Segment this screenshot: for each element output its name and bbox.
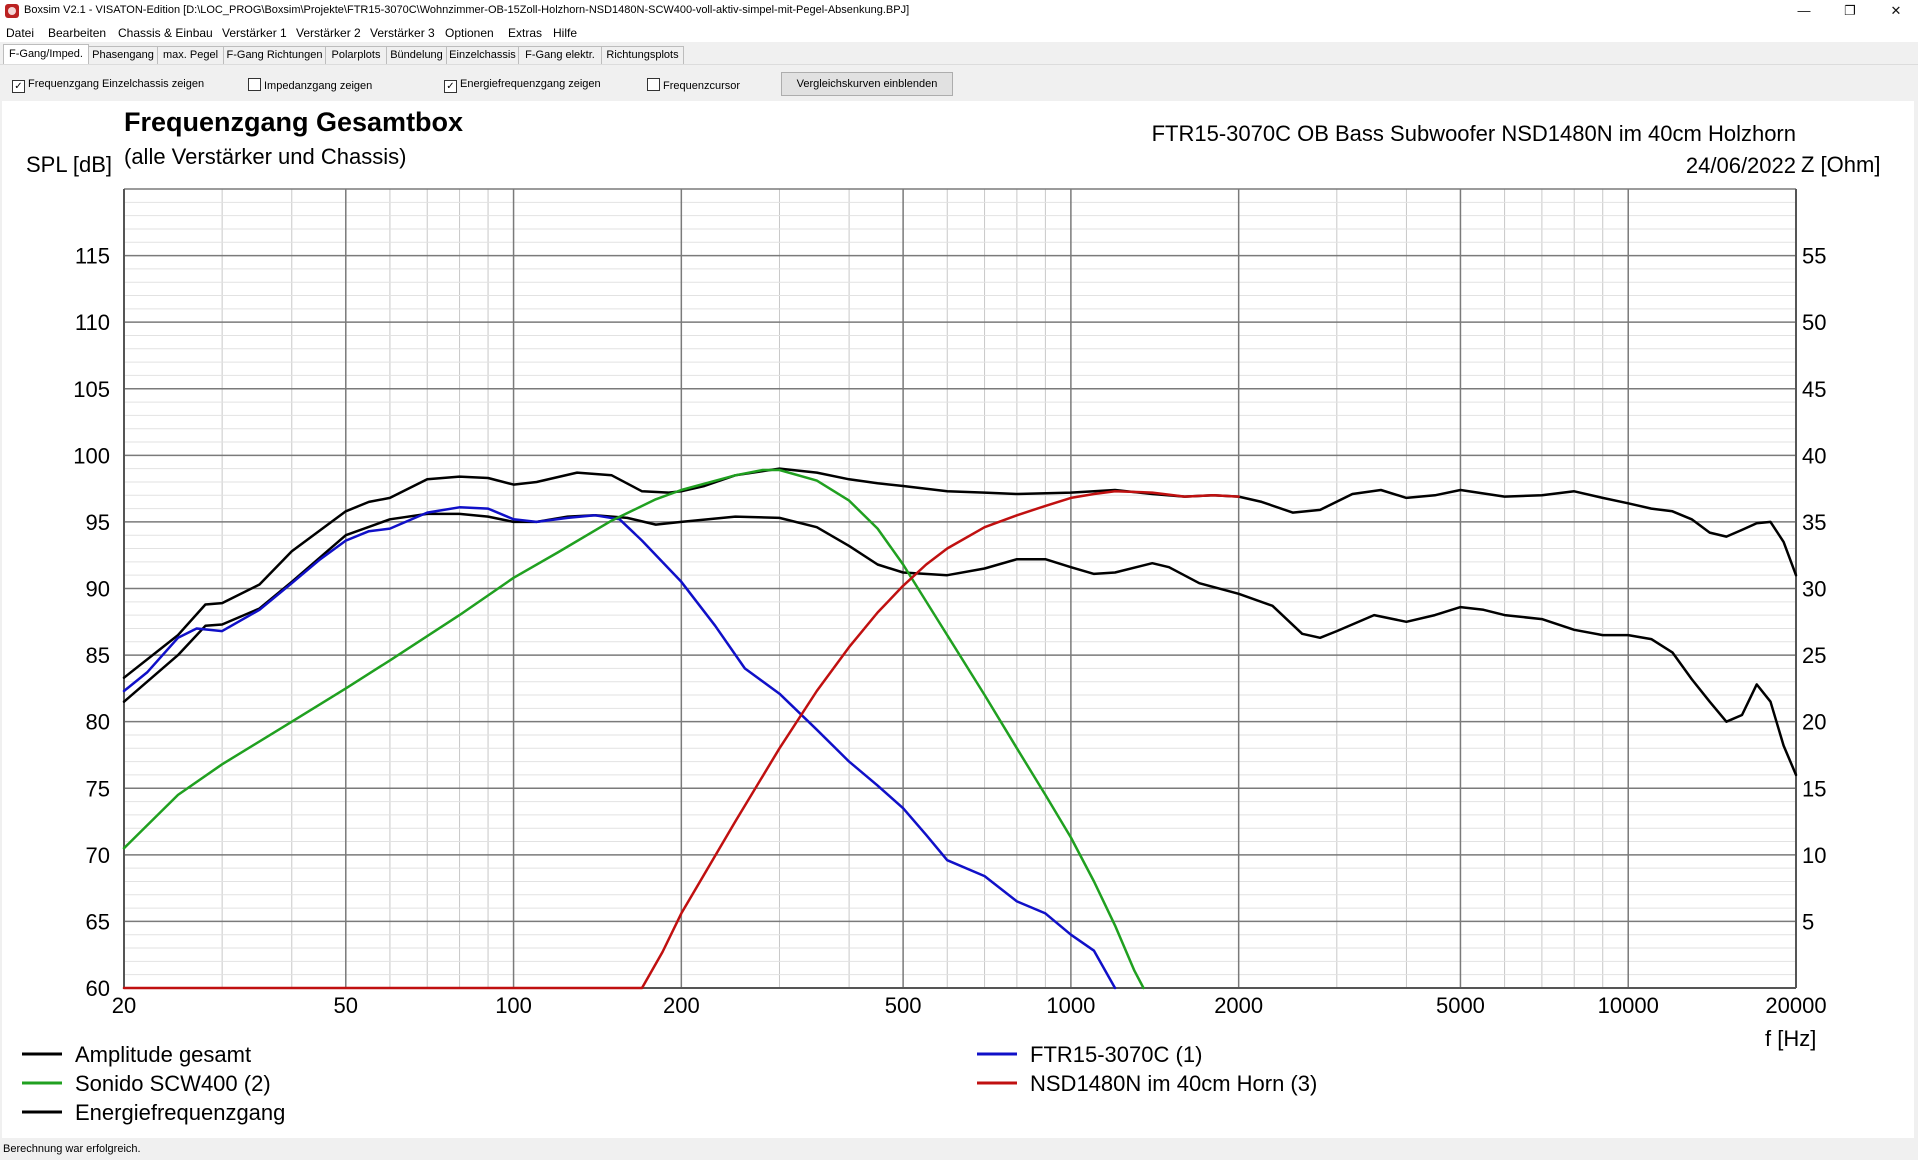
compare-curves-button[interactable]: Vergleichskurven einblenden — [781, 72, 953, 96]
checkbox-frequenzcursor-label: Frequenzcursor — [663, 80, 741, 92]
chart-grid — [123, 188, 1797, 989]
x-tick-label: 200 — [663, 993, 700, 1018]
y2-tick-label: 5 — [1802, 909, 1814, 934]
chart-ticks: 20 50 100 200 500 1000 2000 5000 10000 20000 60 65 7… — [73, 244, 1826, 1018]
tab-bar: F-Gang/Imped. Phasengang max. Pegel F-Ga… — [0, 42, 1918, 65]
legend-label: Sonido SCW400 (2) — [75, 1071, 271, 1096]
y-tick-label: 85 — [86, 643, 110, 668]
status-text: Berechnung war erfolgreich. — [3, 1143, 141, 1155]
x-tick-label: 5000 — [1436, 993, 1485, 1018]
tab-buendelung[interactable]: Bündelung — [386, 46, 447, 64]
legend-label: FTR15-3070C (1) — [1030, 1042, 1202, 1067]
tab-einzelchassis[interactable]: Einzelchassis — [446, 46, 519, 64]
tab-fgang-elektr[interactable]: F-Gang elektr. — [518, 46, 602, 64]
tab-richtungsplots[interactable]: Richtungsplots — [601, 46, 684, 64]
y2-tick-label: 50 — [1802, 310, 1826, 335]
y-tick-label: 90 — [86, 577, 110, 602]
restore-button[interactable]: ❐ — [1844, 3, 1856, 18]
checkbox-frequenzcursor-box[interactable] — [647, 78, 660, 91]
y-tick-label: 70 — [86, 843, 110, 868]
chart-series — [122, 467, 1798, 990]
y-tick-label: 105 — [73, 377, 110, 402]
y-axis-label: SPL [dB] — [26, 152, 112, 177]
y-tick-label: 60 — [86, 976, 110, 1001]
tab-fgang-imped[interactable]: F-Gang/Imped. — [3, 44, 89, 65]
y2-tick-label: 25 — [1802, 643, 1826, 668]
series-line — [122, 467, 1798, 679]
menu-bearbeiten[interactable]: Bearbeiten — [48, 26, 107, 40]
tab-fgang-richtungen[interactable]: F-Gang Richtungen — [223, 46, 326, 64]
legend-label: Amplitude gesamt — [75, 1042, 251, 1067]
checkbox-einzelchassis-box[interactable]: ✓ — [12, 80, 25, 93]
tab-phasengang[interactable]: Phasengang — [88, 46, 158, 64]
y2-tick-label: 35 — [1802, 510, 1826, 535]
y2-tick-label: 45 — [1802, 377, 1826, 402]
x-tick-label: 1000 — [1046, 993, 1095, 1018]
menu-optionen[interactable]: Optionen — [445, 26, 494, 40]
y-tick-label: 100 — [73, 443, 110, 468]
x-axis-label: f [Hz] — [1765, 1026, 1816, 1051]
frequency-response-chart: 20 50 100 200 500 1000 2000 5000 10000 20000 60 65 7… — [22, 107, 1880, 1125]
y2-tick-label: 30 — [1802, 577, 1826, 602]
series-line — [122, 490, 1240, 990]
series-line — [122, 468, 1145, 990]
close-button[interactable]: ✕ — [1890, 3, 1902, 18]
y2-tick-label: 55 — [1802, 244, 1826, 269]
checkbox-einzelchassis-label: Frequenzgang Einzelchassis zeigen — [28, 78, 205, 90]
y-tick-label: 95 — [86, 510, 110, 535]
y-tick-label: 65 — [86, 909, 110, 934]
checkbox-impedanzgang[interactable]: Impedanzgang zeigen — [248, 78, 372, 92]
app-icon — [5, 4, 19, 18]
checkbox-einzelchassis[interactable]: ✓ Frequenzgang Einzelchassis zeigen — [12, 78, 204, 93]
minimize-button[interactable]: — — [1797, 3, 1811, 18]
y-tick-label: 110 — [75, 310, 110, 335]
x-tick-label: 500 — [885, 993, 922, 1018]
checkbox-impedanzgang-label: Impedanzgang zeigen — [264, 80, 373, 92]
title-bar: Boxsim V2.1 - VISATON-Edition [D:\LOC_PR… — [0, 0, 1918, 22]
x-tick-label: 100 — [495, 993, 532, 1018]
y-tick-label: 115 — [75, 244, 110, 269]
x-tick-label: 20 — [112, 993, 136, 1018]
legend-label: Energiefrequenzgang — [75, 1100, 285, 1125]
x-tick-label: 2000 — [1214, 993, 1263, 1018]
series-line — [122, 512, 1798, 777]
checkbox-impedanzgang-box[interactable] — [248, 78, 261, 91]
y-tick-label: 75 — [86, 776, 110, 801]
y2-tick-label: 15 — [1802, 776, 1826, 801]
menu-verstaerker-3[interactable]: Verstärker 3 — [370, 26, 435, 40]
tab-max-pegel[interactable]: max. Pegel — [157, 46, 224, 64]
legend-label: NSD1480N im 40cm Horn (3) — [1030, 1071, 1317, 1096]
menu-hilfe[interactable]: Hilfe — [553, 26, 578, 40]
chart-legend: Amplitude gesamt FTR15-3070C (1) Sonido SC… — [22, 1042, 1317, 1125]
menu-chassis-einbau[interactable]: Chassis & Einbau — [118, 26, 213, 40]
window-title: Boxsim V2.1 - VISATON-Edition [D:\LOC_PR… — [24, 4, 910, 16]
checkbox-energiefrequenzgang-box[interactable]: ✓ — [444, 80, 457, 93]
y2-axis-label: Z [Ohm] — [1801, 152, 1880, 177]
menu-extras[interactable]: Extras — [508, 26, 543, 40]
chart-title: Frequenzgang Gesamtbox — [124, 107, 463, 137]
y2-tick-label: 10 — [1802, 843, 1826, 868]
menu-datei[interactable]: Datei — [6, 26, 35, 40]
x-tick-label: 20000 — [1765, 993, 1826, 1018]
y2-tick-label: 40 — [1802, 443, 1826, 468]
menu-verstaerker-1[interactable]: Verstärker 1 — [222, 26, 287, 40]
chart-area: 20 50 100 200 500 1000 2000 5000 10000 20000 60 65 7… — [2, 101, 1914, 1138]
y2-tick-label: 20 — [1802, 710, 1826, 735]
tab-polarplots[interactable]: Polarplots — [325, 46, 387, 64]
menu-bar: Datei Bearbeiten Chassis & Einbau Verstä… — [0, 22, 1918, 42]
project-date: 24/06/2022 — [1686, 153, 1796, 178]
x-tick-label: 10000 — [1598, 993, 1659, 1018]
checkbox-energiefrequenzgang-label: Energiefrequenzgang zeigen — [460, 78, 601, 90]
project-name: FTR15-3070C OB Bass Subwoofer NSD1480N i… — [1152, 121, 1796, 146]
series-line — [122, 506, 1117, 990]
chart-subtitle: (alle Verstärker und Chassis) — [124, 144, 406, 169]
checkbox-energiefrequenzgang[interactable]: ✓ Energiefrequenzgang zeigen — [444, 78, 601, 93]
checkbox-frequenzcursor[interactable]: Frequenzcursor — [647, 78, 740, 92]
y-tick-label: 80 — [86, 710, 110, 735]
status-bar: Berechnung war erfolgreich. — [0, 1138, 1918, 1160]
options-toolbar: ✓ Frequenzgang Einzelchassis zeigen Imped… — [0, 64, 1918, 101]
x-tick-label: 50 — [334, 993, 358, 1018]
menu-verstaerker-2[interactable]: Verstärker 2 — [296, 26, 361, 40]
